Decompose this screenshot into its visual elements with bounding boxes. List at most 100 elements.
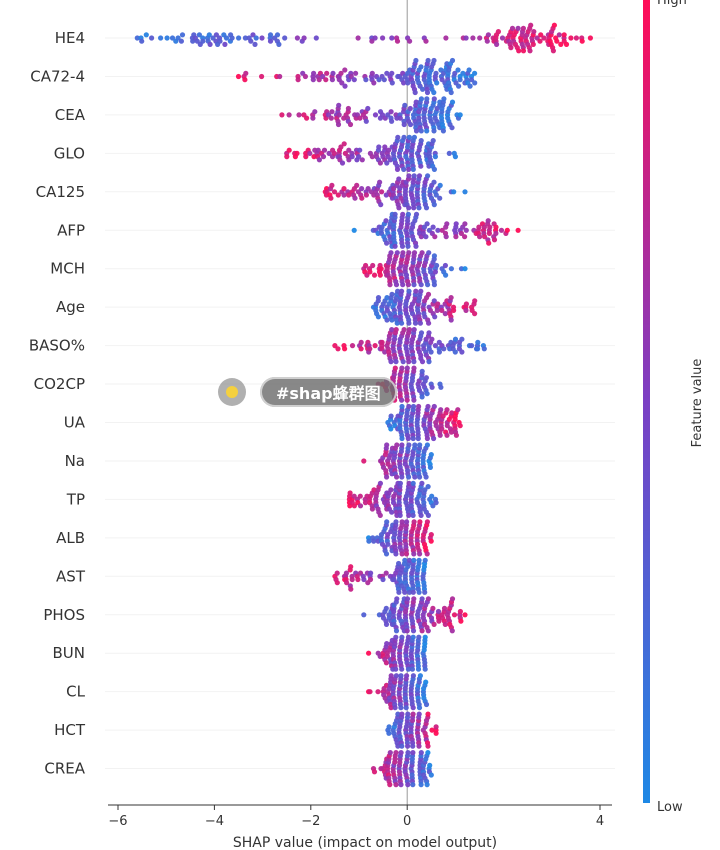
- shap-dot: [243, 70, 249, 76]
- shap-dot: [371, 769, 378, 775]
- shap-dot: [344, 580, 350, 586]
- shap-dot: [397, 480, 403, 486]
- shap-dot: [463, 307, 469, 313]
- shap-dot: [404, 519, 410, 525]
- shap-dot: [463, 227, 469, 233]
- shap-dot: [338, 144, 344, 150]
- shap-dot: [418, 330, 425, 336]
- shap-dot: [223, 35, 230, 41]
- shap-dot: [377, 480, 383, 486]
- shap-dot: [486, 230, 492, 236]
- shap-dot: [348, 586, 354, 592]
- shap-dot: [411, 134, 417, 140]
- shap-dot: [378, 266, 384, 272]
- shap-dot: [411, 327, 417, 333]
- shap-dot: [329, 182, 335, 188]
- shap-dot: [392, 211, 398, 217]
- shap-dot: [394, 38, 401, 44]
- shap-dot: [499, 35, 506, 41]
- shap-dot: [399, 288, 405, 294]
- shap-dot: [315, 147, 321, 153]
- shap-dot: [274, 32, 281, 38]
- shap-dot: [424, 128, 430, 134]
- shap-dot: [448, 295, 454, 301]
- feature-label: PHOS: [43, 606, 85, 624]
- shap-dot: [425, 596, 431, 602]
- shap-dot: [403, 551, 410, 557]
- shap-dot: [412, 442, 418, 448]
- feature-labels: HE4 CA72-4 CEA GLO CA125 AFP MCH Age BASO% CO2CP U…: [29, 29, 86, 778]
- shap-dot: [388, 109, 394, 115]
- shap-dot: [419, 250, 425, 256]
- shap-dot: [341, 192, 347, 198]
- shap-dot: [457, 77, 463, 83]
- shap-dot: [404, 596, 411, 602]
- shap-dot: [339, 160, 346, 166]
- shap-dot: [368, 570, 374, 576]
- shap-dot: [442, 262, 448, 269]
- shap-dot: [472, 298, 478, 304]
- shap-dot: [411, 519, 417, 525]
- shap-dot: [439, 307, 445, 313]
- shap-dot: [423, 234, 429, 240]
- hashtag-pill[interactable]: #shap蜂群图: [260, 377, 397, 407]
- shap-dot: [388, 413, 394, 419]
- shap-dot: [430, 503, 436, 509]
- shap-dot: [466, 67, 472, 73]
- shap-dot: [405, 743, 411, 749]
- shap-dot: [217, 38, 223, 44]
- shap-dot: [401, 80, 407, 86]
- feature-label: CREA: [44, 760, 85, 778]
- shap-dot: [429, 336, 435, 342]
- shap-dot: [430, 138, 436, 144]
- shap-dot: [452, 336, 459, 342]
- shap-dot: [341, 186, 347, 192]
- shap-dot: [367, 346, 373, 352]
- shap-dot: [389, 291, 395, 297]
- shap-dot: [405, 711, 411, 717]
- shap-dot: [528, 22, 534, 28]
- shap-dot: [568, 35, 574, 41]
- shap-dot: [410, 403, 417, 410]
- shap-dot: [417, 442, 423, 448]
- shap-dot: [432, 234, 438, 240]
- shap-dot: [351, 227, 357, 233]
- shap-dot: [428, 452, 434, 458]
- shap-dot: [425, 403, 431, 410]
- shap-dot: [383, 621, 390, 628]
- shap-dot: [443, 234, 449, 240]
- feature-label: Age: [56, 298, 85, 316]
- shap-dot: [393, 359, 399, 365]
- shap-dot: [428, 538, 434, 544]
- shap-dot: [411, 282, 417, 288]
- shap-dot: [418, 288, 424, 294]
- shap-dot: [405, 80, 411, 86]
- shap-dot: [336, 112, 342, 118]
- shap-dot: [410, 743, 416, 749]
- shap-dot: [303, 154, 309, 160]
- shap-dot: [384, 295, 390, 301]
- shap-dot: [516, 48, 522, 54]
- feature-label: GLO: [54, 144, 85, 162]
- shap-dot: [384, 70, 390, 76]
- shap-dot: [196, 32, 202, 38]
- shap-dot: [541, 35, 547, 41]
- hashtag-overlay[interactable]: #shap蜂群图: [218, 375, 397, 409]
- shap-dot: [429, 384, 435, 390]
- shap-dot: [331, 150, 337, 156]
- feature-label: CO2CP: [34, 375, 85, 393]
- shap-dot: [389, 35, 395, 41]
- shap-dot: [444, 432, 450, 438]
- shap-dot: [481, 346, 487, 352]
- shap-dot: [294, 150, 300, 156]
- shap-dot: [437, 195, 443, 201]
- shap-dot: [441, 605, 448, 612]
- shap-dot: [393, 634, 399, 640]
- shap-dot: [417, 551, 423, 557]
- shap-dot: [428, 772, 434, 778]
- shap-dot: [422, 634, 428, 640]
- shap-dot: [425, 291, 432, 297]
- shap-dot: [431, 298, 437, 304]
- shap-dot: [431, 621, 437, 628]
- shap-dot: [369, 38, 375, 44]
